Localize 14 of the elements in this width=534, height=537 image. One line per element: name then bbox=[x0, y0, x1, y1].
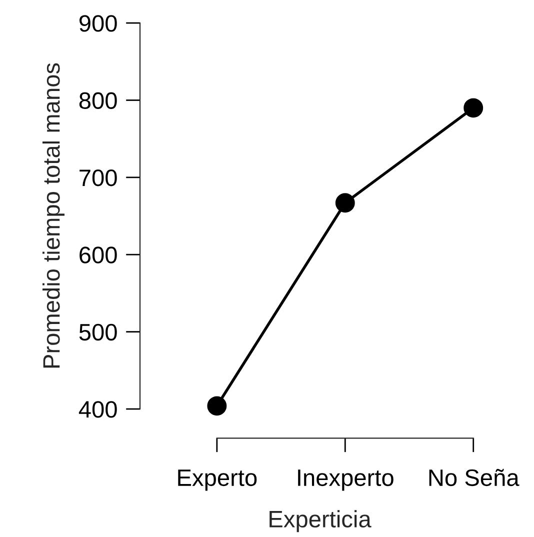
x-tick-label: No Seña bbox=[429, 468, 520, 486]
x-tick-label: Inexperto bbox=[298, 470, 394, 491]
y-tick-label: 500 bbox=[79, 324, 117, 341]
x-tick-label: Experto bbox=[178, 470, 257, 491]
y-tick-label: 600 bbox=[80, 246, 117, 264]
y-tick-label: 400 bbox=[78, 401, 117, 418]
point bbox=[207, 396, 227, 416]
y-tick-label: 800 bbox=[79, 92, 117, 109]
point bbox=[464, 98, 484, 118]
y-tick-label: 700 bbox=[80, 169, 117, 186]
y-axis-title: Promedio tiempo total manos bbox=[42, 63, 64, 368]
point bbox=[335, 193, 355, 213]
y-tick-label: 900 bbox=[79, 15, 117, 32]
x-axis-title: Experticia bbox=[270, 510, 372, 532]
